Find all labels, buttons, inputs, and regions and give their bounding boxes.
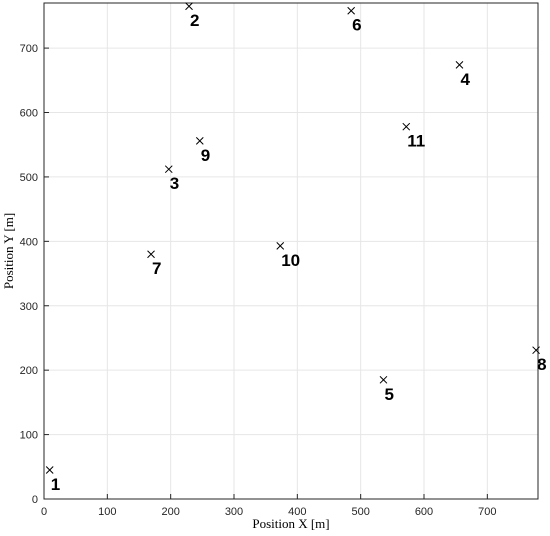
y-tick-label: 700 [20,43,38,55]
x-tick-label: 600 [415,506,433,518]
point-marker [276,241,285,250]
point-marker [45,466,54,474]
point-label: 6 [352,16,361,35]
point-label: 5 [384,385,393,404]
y-tick-label: 400 [20,236,38,248]
plot-frame [43,2,539,500]
y-tick-label: 200 [20,365,38,377]
y-tick-label: 0 [32,494,38,506]
x-tick-label: 200 [161,506,179,518]
point-label: 10 [281,251,300,270]
point-marker [147,250,155,259]
point-marker [185,2,193,11]
x-axis-label: Position X [m] [252,516,329,531]
point-marker [455,60,464,69]
y-tick-label: 600 [20,108,38,120]
point-label: 1 [51,475,60,494]
y-tick-label: 500 [20,172,38,184]
x-tick-label: 100 [98,506,116,518]
point-label: 7 [152,259,161,278]
point-marker [195,136,204,145]
y-tick-label: 100 [20,430,38,442]
point-marker [347,6,356,15]
x-tick-label: 300 [225,506,243,518]
x-tick-label: 0 [41,506,47,518]
x-tick-label: 500 [351,506,369,518]
point-marker [402,122,411,131]
point-label: 4 [460,70,470,89]
y-axis-label: Position Y [m] [1,213,16,289]
point-marker [164,165,173,174]
point-marker [532,346,540,355]
x-tick-label: 400 [288,506,306,518]
point-marker [379,375,388,384]
x-tick-label: 700 [478,506,496,518]
point-label: 2 [190,11,199,30]
point-label: 8 [537,355,546,374]
point-label: 11 [407,132,425,151]
y-tick-label: 300 [20,301,38,313]
point-label: 9 [201,146,210,165]
point-label: 3 [170,174,179,193]
